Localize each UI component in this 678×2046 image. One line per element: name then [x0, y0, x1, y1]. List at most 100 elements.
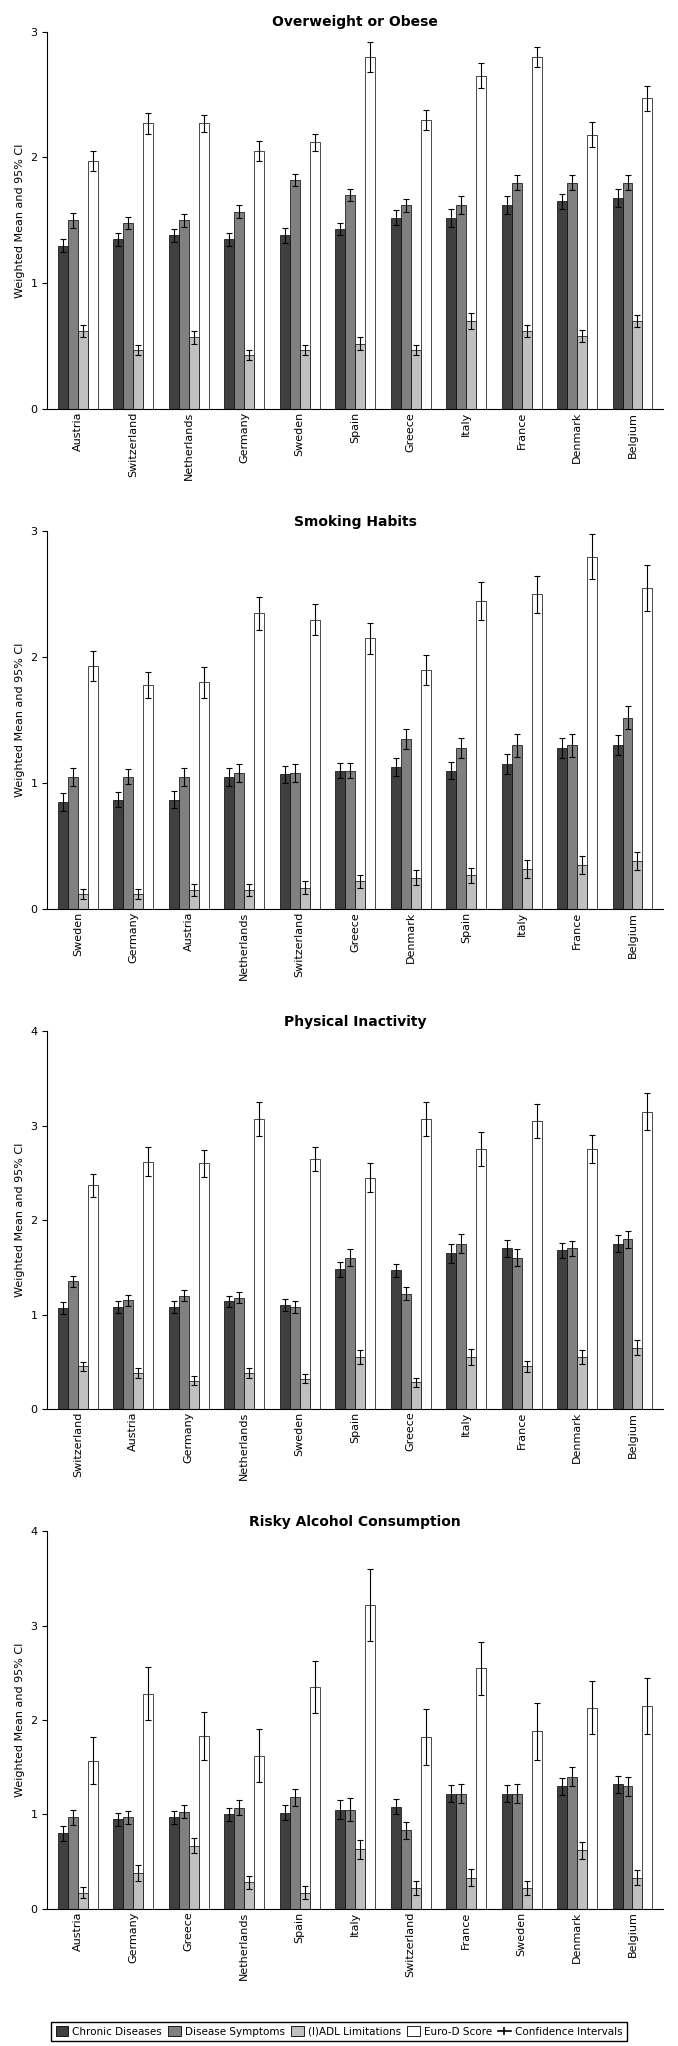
Bar: [557, 1250, 567, 1410]
Bar: [113, 1307, 123, 1410]
Bar: [290, 1307, 300, 1410]
Bar: [134, 350, 143, 409]
Bar: [420, 669, 431, 908]
Bar: [643, 587, 652, 908]
Bar: [456, 1244, 466, 1410]
Bar: [58, 802, 68, 908]
Bar: [512, 1258, 521, 1410]
Bar: [587, 1708, 597, 1909]
Bar: [78, 331, 88, 409]
Y-axis label: Weighted Mean and 95% CI: Weighted Mean and 95% CI: [15, 1144, 25, 1297]
Bar: [300, 1893, 310, 1909]
Bar: [476, 1667, 486, 1909]
Bar: [280, 235, 290, 409]
Bar: [532, 57, 542, 409]
Bar: [335, 1811, 345, 1909]
Title: Physical Inactivity: Physical Inactivity: [284, 1015, 426, 1029]
Bar: [224, 1301, 235, 1410]
Bar: [189, 890, 199, 908]
Bar: [612, 1784, 622, 1909]
Bar: [290, 1798, 300, 1909]
Bar: [224, 239, 235, 409]
Y-axis label: Weighted Mean and 95% CI: Weighted Mean and 95% CI: [15, 143, 25, 297]
Bar: [280, 1813, 290, 1909]
Bar: [401, 1293, 411, 1410]
Bar: [123, 777, 134, 908]
Bar: [420, 1119, 431, 1410]
Bar: [88, 1185, 98, 1410]
Bar: [123, 1817, 134, 1909]
Bar: [254, 1755, 264, 1909]
Bar: [169, 235, 179, 409]
Bar: [456, 1794, 466, 1909]
Bar: [78, 1893, 88, 1909]
Bar: [235, 211, 244, 409]
Bar: [189, 1845, 199, 1909]
Bar: [113, 800, 123, 908]
Bar: [521, 1367, 532, 1410]
Bar: [58, 1833, 68, 1909]
Bar: [401, 205, 411, 409]
Bar: [169, 1307, 179, 1410]
Bar: [179, 1295, 189, 1410]
Bar: [365, 1604, 375, 1909]
Bar: [466, 321, 476, 409]
Bar: [391, 1807, 401, 1909]
Bar: [476, 1150, 486, 1410]
Bar: [68, 221, 78, 409]
Bar: [355, 1356, 365, 1410]
Bar: [587, 135, 597, 409]
Bar: [633, 1348, 643, 1410]
Bar: [446, 1794, 456, 1909]
Bar: [134, 894, 143, 908]
Bar: [643, 1111, 652, 1410]
Bar: [502, 1794, 512, 1909]
Bar: [143, 123, 153, 409]
Title: Overweight or Obese: Overweight or Obese: [273, 14, 438, 29]
Bar: [622, 182, 633, 409]
Bar: [577, 865, 587, 908]
Bar: [446, 217, 456, 409]
Bar: [290, 773, 300, 908]
Bar: [68, 1281, 78, 1410]
Bar: [169, 1817, 179, 1909]
Bar: [420, 1737, 431, 1909]
Bar: [335, 771, 345, 908]
Bar: [179, 777, 189, 908]
Bar: [365, 1178, 375, 1410]
Bar: [123, 223, 134, 409]
Bar: [355, 344, 365, 409]
Title: Risky Alcohol Consumption: Risky Alcohol Consumption: [250, 1514, 461, 1528]
Bar: [391, 217, 401, 409]
Bar: [290, 180, 300, 409]
Bar: [633, 321, 643, 409]
Bar: [335, 1269, 345, 1410]
Bar: [532, 595, 542, 908]
Bar: [391, 1271, 401, 1410]
Bar: [280, 773, 290, 908]
Bar: [310, 620, 320, 908]
Bar: [300, 1379, 310, 1410]
Bar: [633, 861, 643, 908]
Bar: [244, 356, 254, 409]
Bar: [78, 1367, 88, 1410]
Bar: [189, 1381, 199, 1410]
Bar: [643, 1706, 652, 1909]
Bar: [411, 1383, 420, 1410]
Bar: [143, 685, 153, 908]
Bar: [401, 739, 411, 908]
Bar: [577, 1850, 587, 1909]
Bar: [235, 773, 244, 908]
Bar: [365, 57, 375, 409]
Bar: [244, 1373, 254, 1410]
Bar: [512, 1794, 521, 1909]
Bar: [254, 1119, 264, 1410]
Bar: [179, 1811, 189, 1909]
Bar: [446, 1252, 456, 1410]
Bar: [365, 638, 375, 908]
Bar: [512, 745, 521, 908]
Bar: [88, 1762, 98, 1909]
Bar: [466, 1356, 476, 1410]
Bar: [189, 338, 199, 409]
Bar: [244, 890, 254, 908]
